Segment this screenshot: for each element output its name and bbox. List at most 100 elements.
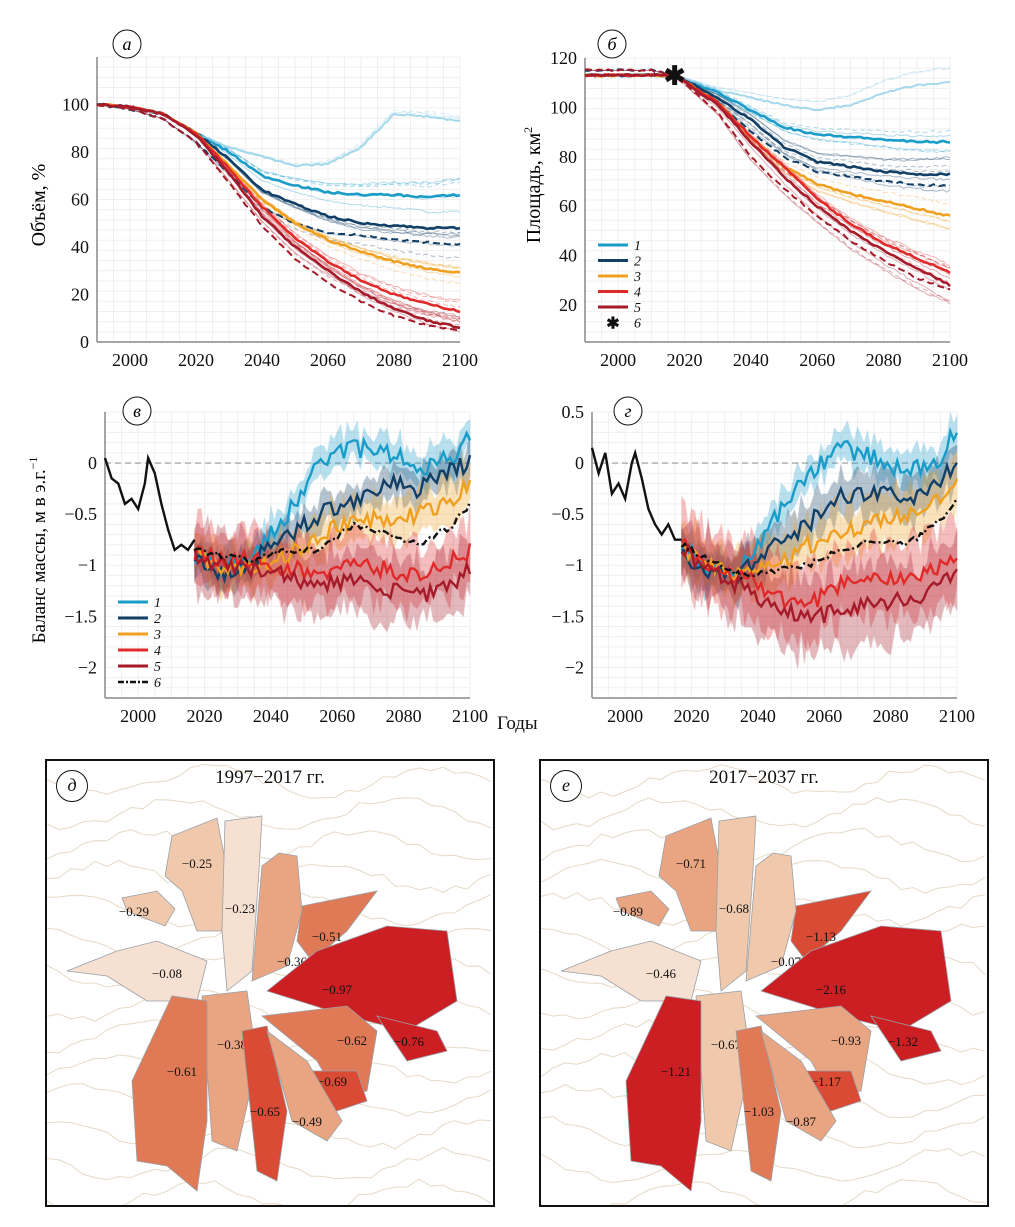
series-line-5-dashed (584, 68, 951, 291)
ensemble-line-2 (585, 69, 951, 173)
glacier-basin: −2.16 (760, 925, 952, 1032)
x-tick-label: 2080 (376, 350, 412, 370)
legend-label-5: 5 (634, 301, 641, 316)
y-tick-label: 60 (71, 190, 89, 210)
legend-label-1: 1 (634, 239, 641, 254)
svg-text:а: а (123, 34, 132, 54)
uncertainty-band-4 (681, 495, 958, 653)
ensemble-line-1 (96, 104, 461, 187)
ensemble-line-5 (96, 104, 461, 318)
ensemble-line-1 (96, 104, 461, 188)
ensemble-line-2 (585, 69, 951, 181)
basin-mass-balance-label: −0.08 (152, 966, 182, 981)
ensemble-line-2 (96, 104, 461, 234)
x-tick-label: 2080 (866, 350, 902, 370)
legend-label-6: 6 (634, 317, 641, 332)
series-line-6 (680, 497, 959, 581)
x-tick-label: 2060 (319, 706, 355, 726)
chart-volume: 2000 2020 2040 2060 2080 2100 100 80 60 40 20 0 а О… (28, 29, 478, 370)
glacier-basin: −0.68 (715, 815, 757, 992)
series-line-2-dashed (96, 103, 461, 246)
glacier-basin: −0.29 (119, 890, 176, 927)
glacier-basin: −1.03 (735, 1025, 782, 1182)
legend-label-2: 2 (154, 612, 161, 627)
badge-f-map: е (550, 770, 582, 802)
x-tick-label: 2020 (674, 706, 710, 726)
basin-mass-balance-label: −0.49 (292, 1114, 322, 1129)
ensemble-line-4 (96, 104, 461, 303)
glacier-basin: −0.65 (241, 1025, 288, 1182)
glacier-basin: −0.76 (376, 1015, 448, 1062)
x-tick-label: 2080 (386, 706, 422, 726)
legend-label-1: 1 (154, 596, 161, 611)
legend-label-3: 3 (153, 628, 161, 643)
y-tick-label: 40 (559, 246, 577, 266)
glacier-basin: −0.25 (164, 817, 228, 932)
y-tick-label: −1.5 (551, 606, 584, 626)
legend-label-6: 6 (154, 676, 161, 691)
x-tick-label: 2100 (452, 706, 488, 726)
x-tick-label: 2020 (667, 350, 703, 370)
glacier-basin: −0.36 (251, 852, 308, 982)
x-tick-label: 2000 (600, 350, 636, 370)
glacier-basin: −0.87 (760, 1029, 837, 1142)
y-tick-label: 0 (88, 453, 97, 473)
glacier-basin: −0.49 (266, 1029, 343, 1142)
glacier-basin: −0.51 (296, 890, 378, 962)
glacier-basin: −0.07 (745, 852, 802, 982)
y-tick-label: 80 (559, 147, 577, 167)
series-line-5 (96, 102, 461, 330)
chart-mass-balance-2: 2000 2020 2040 2060 2080 2100 0.5 0 −0.5 −1 −1.5 −2… (551, 396, 975, 726)
badge-e-map: д (56, 770, 88, 802)
y-tick-label: −0.5 (551, 504, 584, 524)
x-tick-label: 2060 (799, 350, 835, 370)
basin-mass-balance-label: −2.16 (816, 982, 847, 997)
ensemble-line-4 (96, 104, 461, 308)
series-line-3 (193, 477, 472, 578)
x-tick-label: 2000 (607, 706, 643, 726)
ensemble-line-5 (585, 69, 951, 305)
svg-text:г: г (624, 401, 631, 421)
y-tick-label: 0.5 (562, 402, 585, 422)
ensemble-line-5 (585, 69, 951, 303)
y-axis-label-area: Площадь, км2 (521, 127, 545, 243)
basin-mass-balance-label: −1.03 (744, 1104, 774, 1119)
map-panel-2017-2037: −0.71 −0.89 −0.68 −1.13 −0.07 −0.46 −2.16 −1.32… (539, 759, 989, 1207)
glacier-basin: −0.71 (658, 817, 722, 932)
badge-b: б (597, 29, 627, 59)
x-tick-label: 2100 (932, 350, 968, 370)
chart-area: 2000 2020 2040 2060 2080 210012010080604020✱ … (521, 29, 968, 370)
basin-mass-balance-label: −0.38 (217, 1037, 247, 1052)
badge-c: в (122, 396, 152, 426)
series-line-2-dashed (584, 68, 951, 187)
glacier-basin: −0.89 (613, 890, 670, 927)
y-tick-label: 100 (62, 95, 89, 115)
x-tick-label: 2060 (806, 706, 842, 726)
map-title-1: 1997−2017 гг. (215, 767, 325, 788)
x-tick-label: 2080 (873, 706, 909, 726)
series-line-5 (680, 543, 958, 625)
x-tick-label: 2060 (310, 350, 346, 370)
y-tick-label: −1 (78, 555, 97, 575)
y-tick-label: −2 (78, 657, 97, 677)
series-line-5-dashed (96, 103, 461, 332)
map-panel-1997-2017: −0.25 −0.29 −0.23 −0.51 −0.36 −0.08 −0.97 −0.76… (45, 759, 495, 1207)
basin-mass-balance-label: −0.71 (676, 856, 706, 871)
glacier-basin: −1.32 (870, 1015, 942, 1062)
glacier-basin: −0.08 (66, 940, 208, 1002)
basin-mass-balance-label: −0.65 (250, 1104, 280, 1119)
basin-mass-balance-label: −1.17 (811, 1074, 842, 1089)
x-tick-label: 2000 (112, 350, 148, 370)
x-tick-label: 2040 (740, 706, 776, 726)
legend-label-5: 5 (154, 660, 161, 675)
basin-mass-balance-label: −0.62 (337, 1033, 367, 1048)
glacier-basin: −0.23 (221, 815, 263, 992)
x-tick-label: 2100 (442, 350, 478, 370)
basin-mass-balance-label: −0.51 (312, 929, 342, 944)
historical-line (590, 447, 682, 541)
basin-mass-balance-label: −1.32 (888, 1034, 918, 1049)
x-tick-label: 2020 (178, 350, 214, 370)
uncertainty-band-5 (194, 515, 471, 634)
basin-mass-balance-label: −0.93 (831, 1033, 861, 1048)
